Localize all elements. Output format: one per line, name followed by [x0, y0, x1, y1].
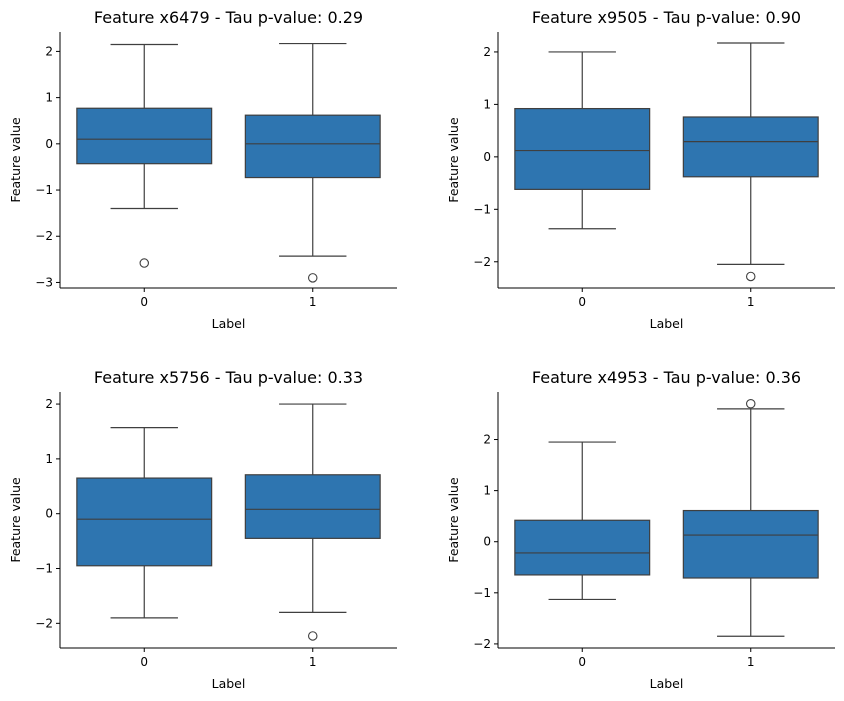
outlier-point — [745, 399, 756, 409]
y-tick-label: 2 — [483, 45, 491, 59]
box-0 — [76, 43, 213, 268]
chart-panel-2: Feature x9505 - Tau p-value: 0.90 2 1 0 −1 −2… — [446, 8, 835, 331]
y-axis-label: Feature value — [446, 477, 461, 563]
y-tick-label: 0 — [483, 535, 491, 549]
x-tick-label: 1 — [747, 655, 755, 669]
y-tick-label: −3 — [35, 275, 53, 289]
outlier-point — [139, 258, 150, 268]
chart-panel-1: Feature x6479 - Tau p-value: 0.29 2 1 0 −1 −2… — [8, 8, 397, 331]
outlier-point — [745, 271, 756, 282]
y-tick-label: −2 — [35, 616, 53, 630]
chart-panel-4: Feature x4953 - Tau p-value: 0.36 2 1 0 −1 −2… — [446, 368, 835, 691]
y-tick-label: −1 — [35, 562, 53, 576]
box-1 — [682, 399, 819, 637]
y-axis-label: Feature value — [8, 477, 23, 563]
chart-title: Feature x6479 - Tau p-value: 0.29 — [94, 8, 363, 27]
x-tick-label: 1 — [309, 655, 317, 669]
y-tick-label: −2 — [473, 637, 491, 651]
y-tick-label: 0 — [45, 137, 53, 151]
x-tick-label: 0 — [578, 295, 586, 309]
iqr-box — [682, 509, 819, 579]
y-tick-label: 1 — [483, 97, 491, 111]
chart-title: Feature x5756 - Tau p-value: 0.33 — [94, 368, 363, 387]
box-0 — [514, 51, 651, 230]
x-tick-label: 0 — [140, 295, 148, 309]
chart-title: Feature x4953 - Tau p-value: 0.36 — [532, 368, 801, 387]
y-tick-label: −1 — [473, 202, 491, 216]
x-axis-label: Label — [212, 676, 246, 691]
y-axis-label: Feature value — [8, 117, 23, 203]
y-tick-label: 2 — [483, 433, 491, 447]
iqr-box — [682, 116, 819, 178]
x-tick-label: 0 — [140, 655, 148, 669]
iqr-box — [244, 114, 381, 179]
iqr-box — [514, 519, 651, 576]
box-1 — [682, 42, 819, 282]
chart-panel-3: Feature x5756 - Tau p-value: 0.33 2 1 0 −1 −2… — [8, 368, 397, 691]
box-0 — [514, 441, 651, 601]
x-tick-label: 1 — [309, 295, 317, 309]
y-tick-label: −1 — [35, 183, 53, 197]
y-tick-label: 1 — [483, 484, 491, 498]
iqr-box — [76, 107, 213, 165]
x-axis-label: Label — [212, 316, 246, 331]
y-tick-label: −2 — [35, 229, 53, 243]
x-tick-label: 0 — [578, 655, 586, 669]
chart-title: Feature x9505 - Tau p-value: 0.90 — [532, 8, 801, 27]
y-tick-label: 2 — [45, 44, 53, 58]
y-tick-label: −1 — [473, 586, 491, 600]
box-1 — [244, 42, 381, 283]
y-tick-label: 1 — [45, 91, 53, 105]
outlier-point — [307, 631, 318, 641]
x-tick-label: 1 — [747, 295, 755, 309]
y-tick-label: 0 — [483, 150, 491, 164]
iqr-box — [514, 107, 651, 190]
box-0 — [76, 427, 213, 619]
box-1 — [244, 403, 381, 641]
y-tick-label: 2 — [45, 397, 53, 411]
x-axis-label: Label — [650, 676, 684, 691]
iqr-box — [244, 474, 381, 539]
y-tick-label: 0 — [45, 507, 53, 521]
y-tick-label: 1 — [45, 452, 53, 466]
outlier-point — [307, 273, 318, 283]
y-tick-label: −2 — [473, 255, 491, 269]
iqr-box — [76, 477, 213, 567]
y-axis-label: Feature value — [446, 117, 461, 203]
x-axis-label: Label — [650, 316, 684, 331]
